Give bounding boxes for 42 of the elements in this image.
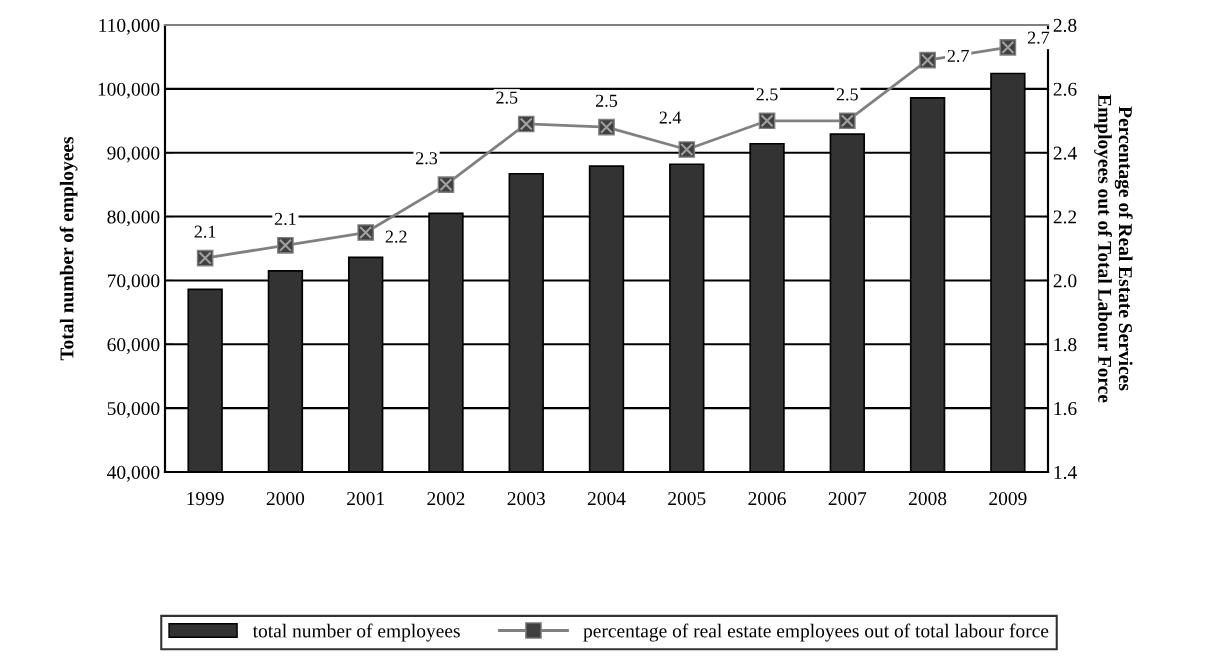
y-axis-title: Total number of employees	[59, 136, 78, 361]
y2-axis-title: Percentage of Real Estate Services Employees out of Total Labour Force	[1094, 94, 1133, 403]
data-label: 2.2	[385, 230, 407, 243]
x-tick-label: 2003	[507, 492, 545, 506]
y-tick-label: 40,000	[107, 465, 160, 482]
x-tick-label: 2009	[989, 492, 1027, 506]
text: 2.6	[1053, 82, 1077, 96]
x-tick-label: 2001	[347, 492, 384, 506]
text: 1.4	[1054, 465, 1077, 480]
text: 2.0	[1053, 274, 1077, 288]
text: 1.8	[1054, 338, 1077, 352]
x-tick-label: 2004	[587, 492, 626, 506]
text: 2.4	[1053, 146, 1077, 160]
text: 2.8	[1053, 18, 1077, 33]
data-label: 2.5	[836, 88, 858, 101]
y-tick-label: 100,000	[98, 82, 160, 99]
y-tick-label: 90,000	[107, 146, 160, 163]
data-label: 2.5	[596, 94, 618, 107]
x-tick-label: 2000	[266, 492, 305, 506]
x-tick-label: 2002	[427, 492, 465, 506]
data-label: 2.3	[416, 152, 438, 165]
x-tick-label: 2007	[828, 492, 867, 506]
data-label: 2.1	[194, 225, 216, 238]
x-tick-label: 1999	[187, 492, 224, 506]
legend-label: percentage of real estate employees out of total labour force	[583, 623, 1049, 642]
data-label: 2.7	[947, 49, 969, 63]
data-label: 2.5	[756, 88, 778, 101]
text: 2.2	[1053, 210, 1077, 224]
y-tick-label: 60,000	[107, 338, 160, 355]
data-label: 2.7	[1027, 31, 1050, 44]
data-label: 2.4	[659, 111, 682, 124]
legend-label: total number of employees	[252, 623, 460, 642]
x-tick-label: 2008	[909, 492, 947, 506]
y-tick-label: 110,000	[99, 18, 160, 35]
y-tick-label: 70,000	[107, 274, 160, 291]
data-label: 2.1	[274, 212, 296, 226]
y-tick-label: 80,000	[107, 210, 160, 227]
data-label: 2.5	[496, 91, 518, 104]
text: 1.6	[1054, 402, 1077, 416]
y-tick-label: 50,000	[107, 401, 160, 418]
x-tick-label: 2005	[668, 492, 706, 506]
x-tick-label: 2006	[748, 492, 786, 506]
